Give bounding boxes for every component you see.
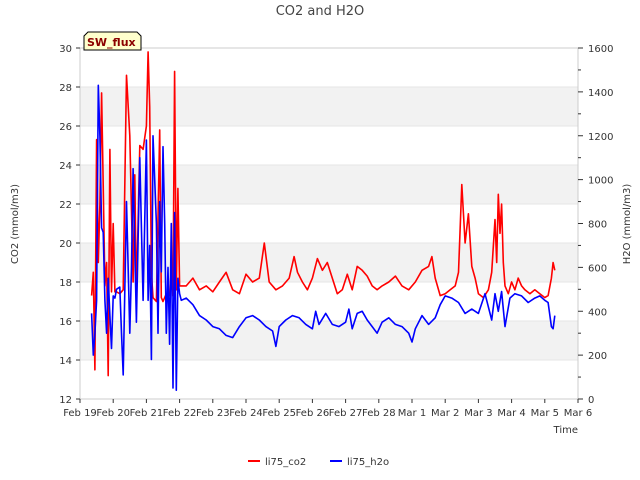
x-tick-label: Mar 4 — [497, 408, 525, 419]
y-left-tick-label: 16 — [59, 317, 72, 328]
y-left-tick-label: 30 — [59, 44, 72, 55]
x-tick-label: Feb 21 — [130, 408, 164, 419]
x-tick-label: Feb 20 — [96, 408, 130, 419]
y-left-tick-label: 14 — [59, 356, 72, 367]
y-left-tick-label: 22 — [59, 200, 72, 211]
y-right-tick-label: 1400 — [588, 88, 613, 99]
grid-band — [80, 243, 578, 282]
x-tick-label: Mar 2 — [431, 408, 459, 419]
y-axis-left: 12 14 16 18 20 22 24 26 28 30 — [59, 44, 80, 406]
y-left-tick-label: 26 — [59, 122, 72, 133]
series-line-li75_co2 — [90, 51, 556, 377]
x-tick-label: Feb 23 — [196, 408, 230, 419]
series-lines — [90, 51, 556, 392]
y-axis-left-label: CO2 (mmol/m3) — [10, 184, 21, 264]
x-tick-label: Feb 25 — [262, 408, 296, 419]
y-left-tick-label: 28 — [59, 83, 72, 94]
y-axis-right: 0 200 400 600 800 1000 1200 1400 1600 — [578, 44, 613, 406]
chart-title: CO2 and H2O — [276, 4, 365, 19]
y-right-tick-label: 0 — [588, 395, 594, 406]
x-tick-label: Mar 5 — [531, 408, 559, 419]
y-right-tick-label: 800 — [588, 220, 607, 231]
y-right-tick-label: 1000 — [588, 176, 613, 187]
y-right-tick-label: 1200 — [588, 132, 613, 143]
x-tick-label: Feb 24 — [229, 408, 263, 419]
series-line-li75_h2o — [90, 84, 556, 392]
y-right-tick-label: 200 — [588, 351, 607, 362]
x-tick-label: Feb 19 — [63, 408, 97, 419]
y-left-tick-label: 18 — [59, 278, 72, 289]
grid-bands — [80, 86, 578, 400]
flux-badge-shape — [83, 31, 142, 51]
flux-badge-label: SW_flux — [87, 36, 136, 49]
legend-label-li75_co2: li75_co2 — [265, 457, 306, 468]
y-right-tick-label: 400 — [588, 307, 607, 318]
legend: li75_co2 li75_h2o — [248, 457, 389, 468]
x-tick-label: Feb 28 — [362, 408, 396, 419]
x-tick-label: Mar 6 — [564, 408, 592, 419]
y-left-tick-label: 20 — [59, 239, 72, 250]
y-left-tick-label: 12 — [59, 395, 72, 406]
grid-band — [80, 87, 578, 126]
x-tick-label: Mar 1 — [398, 408, 426, 419]
x-tick-label: Feb 26 — [296, 408, 330, 419]
x-axis-label: Time — [553, 425, 578, 436]
y-left-tick-label: 24 — [59, 161, 72, 172]
y-right-tick-label: 600 — [588, 263, 607, 274]
y-right-tick-label: 1600 — [588, 44, 613, 55]
x-tick-label: Feb 27 — [329, 408, 363, 419]
grid-band — [80, 321, 578, 360]
x-tick-label: Mar 3 — [464, 408, 492, 419]
flux-badge: SW_flux — [83, 31, 142, 51]
x-axis: Feb 19 Feb 20 Feb 21 Feb 22 Feb 23 Feb 24 Feb … — [63, 399, 592, 419]
y-axis-right-label: H2O (mmol/m3) — [622, 184, 633, 265]
x-tick-label: Feb 22 — [163, 408, 197, 419]
legend-label-li75_h2o: li75_h2o — [347, 457, 389, 468]
